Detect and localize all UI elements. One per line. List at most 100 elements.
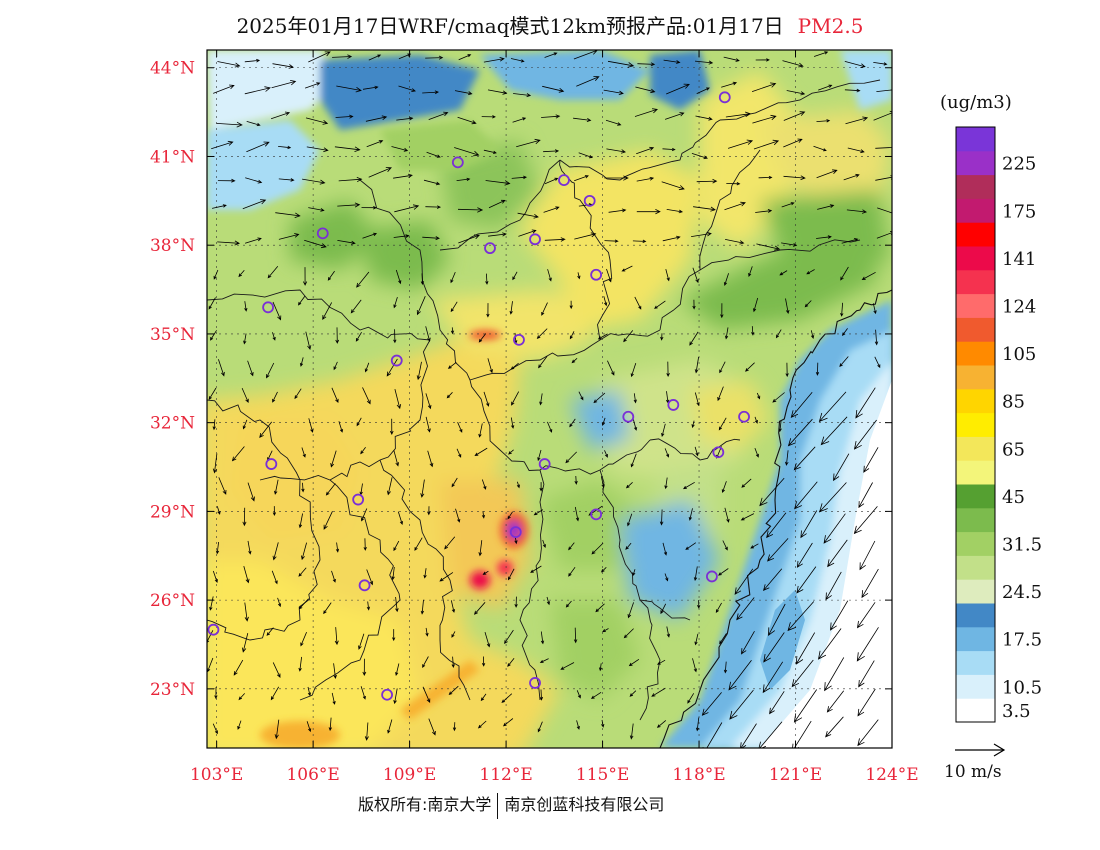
colorbar-segment xyxy=(956,150,995,176)
colorbar-segment xyxy=(956,507,995,533)
city-marker xyxy=(513,333,525,346)
wind-vectors xyxy=(207,50,892,748)
colorbar-segment xyxy=(956,127,995,152)
city-marker xyxy=(358,579,371,592)
city-marker xyxy=(718,91,731,104)
wind-scale-label: 10 m/s xyxy=(944,762,1002,782)
company-text: 南京创蓝科技有限公司 xyxy=(504,795,665,814)
colorbar-segment xyxy=(956,412,995,437)
colorbar-label: 105 xyxy=(1002,344,1036,365)
city-marker xyxy=(352,493,365,506)
city-marker xyxy=(390,354,403,367)
colorbar-label: 17.5 xyxy=(1002,630,1042,651)
wind-scale-arrow xyxy=(955,743,1006,757)
city-marker xyxy=(265,458,278,470)
colorbar-segment xyxy=(956,341,995,366)
title-pollutant: PM2.5 xyxy=(797,14,864,38)
city-marker xyxy=(529,233,541,246)
city-marker xyxy=(583,194,596,207)
city-marker xyxy=(529,677,541,689)
lon-label: 106°E xyxy=(286,765,339,785)
title-main: 2025年01月17日WRF/cmaq模式12km预报产品:01月17日 xyxy=(236,14,784,38)
lat-label: 35°N xyxy=(150,325,195,345)
province-boundaries xyxy=(207,79,892,748)
city-marker xyxy=(738,410,750,423)
colorbar-label: 85 xyxy=(1002,392,1025,413)
city-marker xyxy=(712,446,725,459)
lat-label: 29°N xyxy=(150,502,195,522)
colorbar-segment xyxy=(956,460,995,485)
lon-label: 124°E xyxy=(865,765,918,785)
copyright-text: 版权所有:南京大学 xyxy=(358,795,492,814)
city-marker xyxy=(706,570,718,583)
colorbar-segment xyxy=(956,317,995,342)
lon-label: 115°E xyxy=(576,765,629,785)
lon-label: 121°E xyxy=(769,765,822,785)
colorbar-segment xyxy=(956,674,995,699)
colorbar-segment xyxy=(956,484,995,509)
colorbar-segment xyxy=(956,579,995,604)
city-marker xyxy=(262,301,275,314)
colorbar-segment xyxy=(956,436,995,461)
lon-label: 112°E xyxy=(479,765,532,785)
city-marker xyxy=(207,623,220,636)
colorbar-segment xyxy=(956,365,995,390)
city-marker xyxy=(451,156,464,169)
city-marker xyxy=(622,410,635,423)
city-marker xyxy=(316,227,329,240)
city-marker xyxy=(381,688,393,701)
axis-ticks xyxy=(207,50,893,748)
lat-label: 26°N xyxy=(150,591,195,611)
city-marker xyxy=(538,458,551,470)
longitude-labels: 103°E 106°E 109°E 112°E 115°E 118°E 121°E 124°E xyxy=(190,765,919,785)
colorbar-segment xyxy=(956,293,995,318)
colorbar-segment xyxy=(956,555,995,580)
colorbar-segment xyxy=(956,198,995,223)
lat-label: 32°N xyxy=(150,414,195,434)
colorbar-label: 3.5 xyxy=(1002,701,1031,722)
colorbar-segment xyxy=(956,603,995,628)
graticule xyxy=(207,50,892,748)
colorbar-label: 10.5 xyxy=(1002,677,1042,698)
footer: 版权所有:南京大学 南京创蓝科技有限公司 xyxy=(358,791,664,819)
city-marker xyxy=(558,174,570,187)
map-frame xyxy=(206,49,893,749)
colorbar-label: 31.5 xyxy=(1002,535,1042,556)
colorbar-label: 24.5 xyxy=(1002,582,1042,603)
colorbar-label: 65 xyxy=(1002,439,1025,460)
lon-label: 118°E xyxy=(672,765,725,785)
city-markers xyxy=(207,91,750,701)
colorbar-unit: (ug/m3) xyxy=(940,92,1012,113)
colorbar-label: 141 xyxy=(1002,249,1036,270)
lon-label: 109°E xyxy=(383,765,436,785)
lat-label: 44°N xyxy=(150,59,195,79)
city-marker xyxy=(484,242,496,255)
colorbar-label: 124 xyxy=(1002,297,1036,318)
colorbar-segment xyxy=(956,626,995,652)
concentration-field xyxy=(207,50,892,748)
colorbar-segment xyxy=(956,698,995,723)
city-marker xyxy=(590,268,603,281)
footer-separator xyxy=(497,792,499,819)
colorbar-segment xyxy=(956,246,995,271)
colorbar-label: 225 xyxy=(1002,154,1036,175)
lat-label: 23°N xyxy=(150,680,195,700)
colorbar-segment xyxy=(956,222,995,247)
colorbar-segment xyxy=(956,650,995,675)
city-marker xyxy=(590,508,603,521)
lat-label: 38°N xyxy=(150,236,195,256)
lon-label: 103°E xyxy=(190,765,243,785)
colorbar-label: 45 xyxy=(1002,487,1025,508)
lat-label: 41°N xyxy=(150,147,195,167)
latitude-labels: 44°N 41°N 38°N 35°N 32°N 29°N 26°N 23°N xyxy=(150,59,195,700)
colorbar-segment xyxy=(956,174,995,199)
city-marker xyxy=(667,399,680,411)
colorbar-segment xyxy=(956,269,995,295)
map-title: 2025年01月17日WRF/cmaq模式12km预报产品:01月17日 PM2.… xyxy=(0,10,1100,39)
city-marker xyxy=(509,526,522,538)
colorbar-segment xyxy=(956,531,995,556)
colorbar: 225 175 141 124 105 85 65 45 31.5 24.5 17.5 10.5 3.5 xyxy=(955,126,1042,723)
colorbar-label: 175 xyxy=(1002,201,1036,222)
colorbar-segment xyxy=(956,388,995,414)
